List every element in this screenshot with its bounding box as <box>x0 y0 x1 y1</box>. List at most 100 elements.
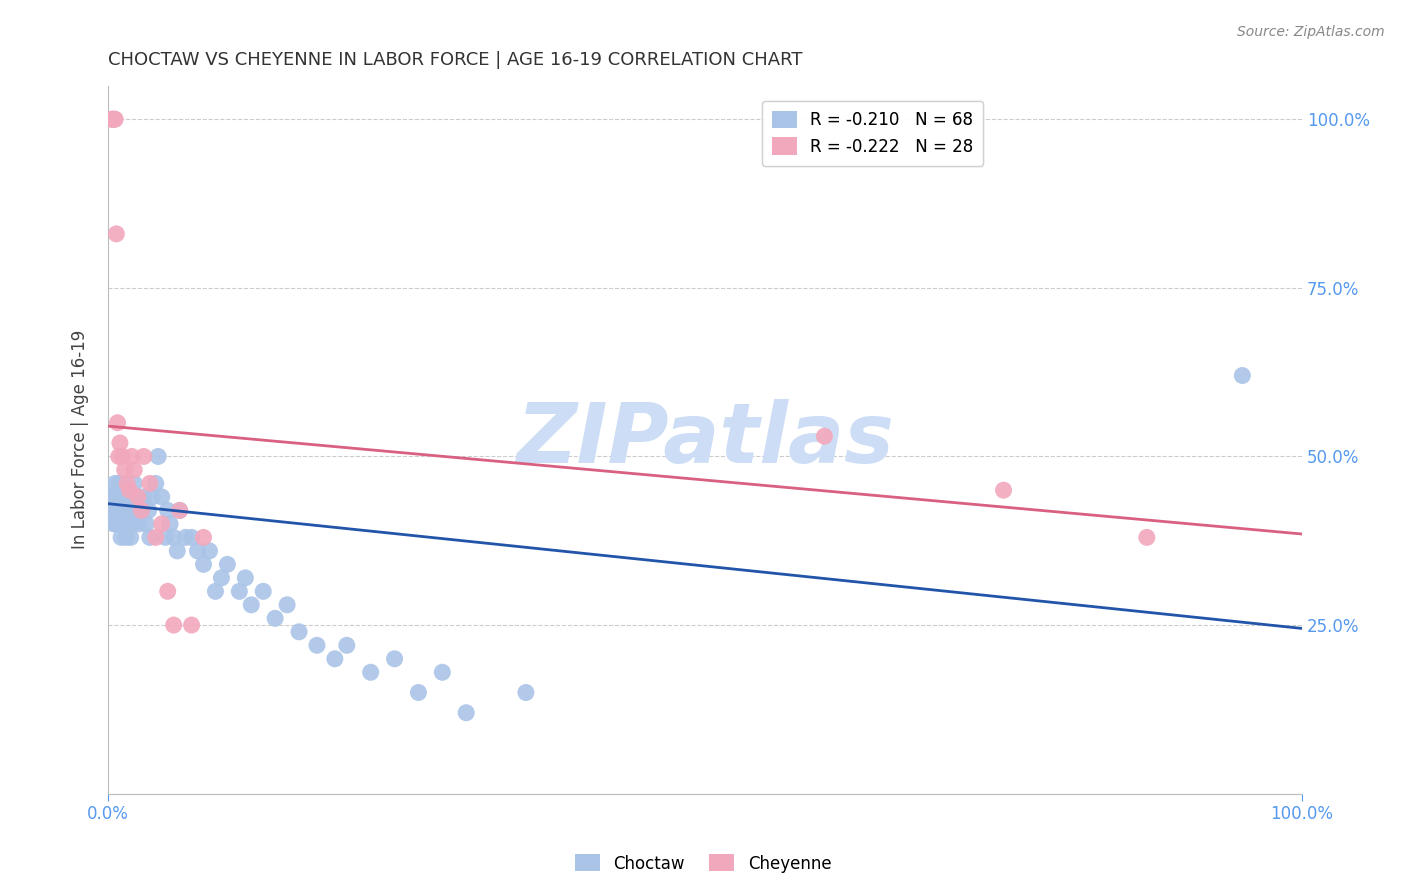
Point <box>104 476 127 491</box>
Point <box>122 463 145 477</box>
Point <box>118 503 141 517</box>
Point <box>163 530 186 544</box>
Point <box>111 450 134 464</box>
Point <box>103 112 125 127</box>
Point <box>122 503 145 517</box>
Point <box>131 503 153 517</box>
Point <box>121 450 143 464</box>
Point <box>1232 368 1254 383</box>
Point <box>305 638 328 652</box>
Point <box>139 530 162 544</box>
Point <box>128 516 150 531</box>
Point <box>122 476 145 491</box>
Point <box>384 652 406 666</box>
Point <box>209 571 232 585</box>
Point <box>108 516 131 531</box>
Point <box>180 618 202 632</box>
Point <box>107 476 129 491</box>
Point <box>432 665 454 680</box>
Point <box>204 584 226 599</box>
Point <box>156 503 179 517</box>
Point <box>264 611 287 625</box>
Point <box>1136 530 1159 544</box>
Point <box>105 516 128 531</box>
Point <box>336 638 359 652</box>
Point <box>193 558 215 572</box>
Point <box>180 530 202 544</box>
Point <box>117 516 139 531</box>
Point <box>114 463 136 477</box>
Point <box>146 450 169 464</box>
Point <box>120 530 142 544</box>
Point <box>112 516 135 531</box>
Legend: R = -0.210   N = 68, R = -0.222   N = 28: R = -0.210 N = 68, R = -0.222 N = 28 <box>762 101 983 166</box>
Point <box>118 483 141 498</box>
Point <box>169 503 191 517</box>
Point <box>145 476 167 491</box>
Point <box>107 503 129 517</box>
Point <box>163 618 186 632</box>
Point <box>813 429 835 443</box>
Point <box>138 503 160 517</box>
Point <box>166 544 188 558</box>
Point <box>360 665 382 680</box>
Point <box>135 516 157 531</box>
Point <box>408 685 430 699</box>
Point <box>114 503 136 517</box>
Point <box>132 490 155 504</box>
Y-axis label: In Labor Force | Age 16-19: In Labor Force | Age 16-19 <box>72 330 89 549</box>
Point <box>104 490 127 504</box>
Point <box>101 112 124 127</box>
Point <box>276 598 298 612</box>
Point <box>105 503 128 517</box>
Point <box>127 490 149 504</box>
Text: Source: ZipAtlas.com: Source: ZipAtlas.com <box>1237 25 1385 39</box>
Point <box>111 490 134 504</box>
Point <box>993 483 1015 498</box>
Point <box>108 503 131 517</box>
Point <box>228 584 250 599</box>
Point <box>145 530 167 544</box>
Point <box>131 503 153 517</box>
Point <box>110 530 132 544</box>
Point <box>103 516 125 531</box>
Point <box>233 571 256 585</box>
Point <box>124 503 146 517</box>
Point <box>100 112 122 127</box>
Text: CHOCTAW VS CHEYENNE IN LABOR FORCE | AGE 16-19 CORRELATION CHART: CHOCTAW VS CHEYENNE IN LABOR FORCE | AGE… <box>108 51 803 69</box>
Point <box>198 544 221 558</box>
Point <box>115 490 138 504</box>
Point <box>323 652 346 666</box>
Point <box>515 685 537 699</box>
Point <box>115 530 138 544</box>
Point <box>108 436 131 450</box>
Point <box>150 490 173 504</box>
Point <box>105 227 128 241</box>
Point <box>121 516 143 531</box>
Point <box>127 490 149 504</box>
Point <box>107 490 129 504</box>
Point <box>107 450 129 464</box>
Point <box>107 416 129 430</box>
Point <box>101 503 124 517</box>
Point <box>132 450 155 464</box>
Point <box>240 598 263 612</box>
Point <box>115 476 138 491</box>
Point <box>193 530 215 544</box>
Point <box>156 584 179 599</box>
Point <box>169 503 191 517</box>
Point <box>187 544 209 558</box>
Point <box>150 516 173 531</box>
Point <box>155 530 177 544</box>
Point <box>252 584 274 599</box>
Text: ZIPatlas: ZIPatlas <box>516 399 894 480</box>
Point <box>139 476 162 491</box>
Point <box>174 530 197 544</box>
Point <box>288 624 311 639</box>
Point <box>217 558 239 572</box>
Point <box>104 112 127 127</box>
Point <box>159 516 181 531</box>
Point <box>456 706 478 720</box>
Point <box>141 490 163 504</box>
Legend: Choctaw, Cheyenne: Choctaw, Cheyenne <box>568 847 838 880</box>
